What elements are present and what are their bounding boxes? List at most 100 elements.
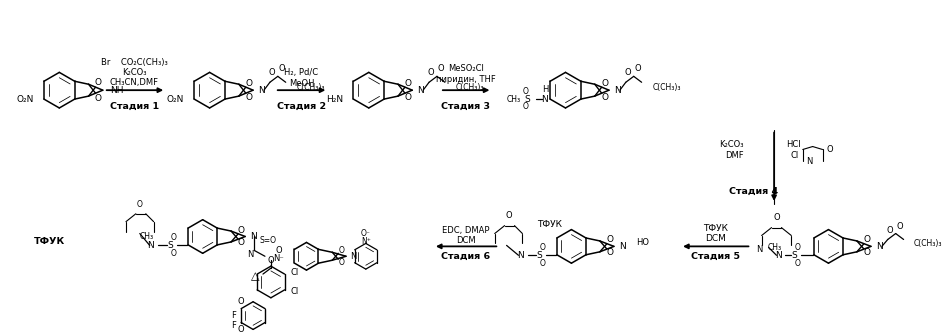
Text: O: O	[245, 79, 252, 88]
Text: O: O	[773, 213, 780, 222]
Text: N⁻: N⁻	[274, 254, 284, 263]
Text: H: H	[542, 85, 548, 94]
Text: S: S	[525, 94, 531, 103]
Text: O: O	[601, 93, 608, 101]
Text: O: O	[338, 258, 345, 267]
Text: Cl: Cl	[291, 267, 299, 277]
Text: DCM: DCM	[456, 236, 476, 245]
Text: DCM: DCM	[705, 234, 726, 243]
Text: CH₃: CH₃	[506, 94, 520, 103]
Text: O₂N: O₂N	[167, 94, 184, 103]
Text: N: N	[250, 232, 257, 241]
Text: DMF: DMF	[725, 151, 744, 160]
Text: O: O	[276, 246, 282, 255]
Text: O: O	[238, 325, 244, 334]
Text: N: N	[775, 251, 782, 260]
Text: MeOH: MeOH	[289, 79, 314, 88]
Text: K₂CO₃: K₂CO₃	[719, 140, 744, 149]
Text: S: S	[536, 251, 542, 260]
Text: S=O: S=O	[260, 236, 277, 245]
Text: O: O	[171, 249, 177, 258]
Text: N: N	[247, 250, 253, 259]
Text: O: O	[238, 297, 244, 306]
Text: MeSO₂Cl: MeSO₂Cl	[447, 64, 483, 73]
Text: ТФУК: ТФУК	[537, 220, 563, 229]
Text: Стадия 2: Стадия 2	[277, 101, 326, 111]
Text: N: N	[614, 86, 621, 95]
Text: O: O	[238, 225, 244, 235]
Text: N: N	[350, 252, 356, 261]
Text: O: O	[634, 64, 641, 73]
Text: N: N	[756, 245, 763, 254]
Text: O: O	[171, 233, 177, 242]
Text: N: N	[876, 242, 883, 251]
Text: EDC, DMAP: EDC, DMAP	[442, 226, 489, 235]
Text: H₂N: H₂N	[327, 94, 344, 103]
Text: N: N	[258, 86, 264, 95]
Text: O: O	[268, 68, 276, 77]
Text: HCl: HCl	[786, 140, 801, 149]
Text: O: O	[625, 68, 632, 77]
Text: N⁺: N⁺	[361, 237, 371, 246]
Text: O⁻: O⁻	[361, 229, 371, 238]
Text: O: O	[539, 243, 545, 252]
Text: C(CH₃)₃: C(CH₃)₃	[652, 83, 681, 92]
Text: O: O	[827, 145, 834, 154]
Text: O: O	[137, 200, 143, 209]
Text: Стадия 3: Стадия 3	[441, 101, 490, 111]
Text: ТФУК: ТФУК	[703, 224, 728, 233]
Text: N: N	[516, 251, 523, 260]
Text: O: O	[897, 222, 903, 231]
Text: O: O	[338, 246, 345, 255]
Text: O: O	[428, 68, 434, 77]
Text: CH₃CN,DMF: CH₃CN,DMF	[110, 78, 159, 87]
Text: HO: HO	[635, 238, 649, 247]
Text: O: O	[522, 102, 529, 112]
Text: O: O	[539, 259, 545, 268]
Text: O: O	[794, 243, 801, 252]
Text: Стадия 4: Стадия 4	[729, 186, 778, 196]
Text: O: O	[863, 248, 870, 257]
Text: F: F	[231, 311, 236, 320]
Text: O₂N: O₂N	[17, 94, 34, 103]
Text: O: O	[238, 239, 244, 247]
Text: O: O	[438, 64, 445, 73]
Text: Стадия 1: Стадия 1	[110, 101, 159, 111]
Text: пиридин, THF: пиридин, THF	[436, 75, 496, 84]
Text: N: N	[417, 86, 424, 95]
Text: △: △	[251, 271, 260, 281]
Text: H₂, Pd/C: H₂, Pd/C	[284, 68, 318, 77]
Text: O: O	[522, 87, 529, 96]
Text: S: S	[168, 241, 174, 250]
Text: O: O	[404, 79, 412, 88]
Text: C(CH₃)₃: C(CH₃)₃	[296, 83, 325, 92]
Text: K₂CO₃: K₂CO₃	[122, 68, 146, 77]
Text: ТФУК: ТФУК	[34, 237, 65, 246]
Text: N: N	[806, 157, 813, 166]
Text: F: F	[231, 321, 236, 330]
Text: O: O	[606, 248, 614, 257]
Text: O: O	[404, 93, 412, 101]
Text: O: O	[95, 78, 102, 87]
Text: Стадия 6: Стадия 6	[441, 252, 490, 261]
Text: O: O	[278, 64, 285, 73]
Text: Cl: Cl	[291, 287, 299, 296]
Text: S: S	[791, 251, 798, 260]
Text: C(CH₃)₃: C(CH₃)₃	[914, 239, 942, 248]
Text: Br    CO₂C(CH₃)₃: Br CO₂C(CH₃)₃	[101, 58, 168, 67]
Text: Cl: Cl	[791, 151, 800, 160]
Text: O: O	[601, 79, 608, 88]
Text: NH: NH	[110, 86, 124, 95]
Text: N: N	[147, 241, 154, 250]
Text: O: O	[794, 259, 801, 268]
Text: O: O	[606, 236, 614, 245]
Text: N: N	[619, 242, 626, 251]
Text: C(CH₃)₃: C(CH₃)₃	[456, 83, 484, 92]
Text: O: O	[267, 256, 274, 265]
Text: O: O	[95, 94, 102, 102]
Text: O: O	[863, 236, 870, 245]
Text: O: O	[245, 93, 252, 101]
Text: O: O	[505, 211, 512, 220]
Text: CH₃: CH₃	[767, 243, 782, 252]
Text: Стадия 5: Стадия 5	[691, 252, 740, 261]
